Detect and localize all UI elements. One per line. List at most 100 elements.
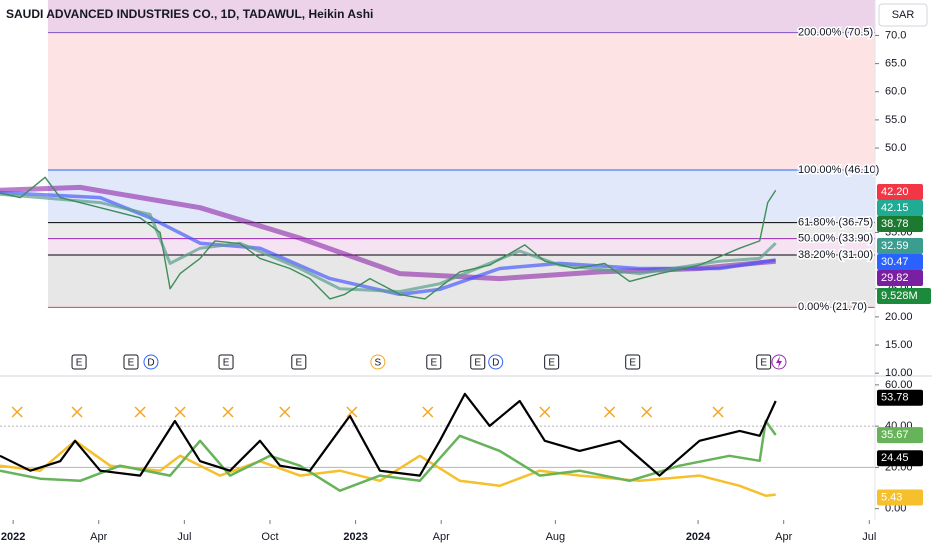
event-label: E (295, 358, 302, 369)
event-label: E (548, 358, 555, 369)
fib-label: 38.20% (31.00) (798, 249, 873, 261)
event-label: D (147, 358, 154, 369)
x-tick-label: 2024 (686, 531, 711, 543)
event-marker (426, 354, 442, 370)
event-marker (488, 354, 504, 370)
event-marker (756, 354, 772, 370)
cross-marker (422, 406, 434, 418)
series-line (0, 419, 777, 492)
fib-label: 50.00% (33.90) (798, 233, 873, 245)
event-marker (291, 354, 307, 370)
currency: SAR (892, 9, 915, 21)
price-badge-label: 32.59 (881, 240, 909, 252)
event-marker (123, 354, 139, 370)
event-label: E (760, 358, 767, 369)
cross-marker (222, 406, 234, 418)
y-tick-label: 70.0 (885, 29, 906, 41)
event-marker (143, 354, 159, 370)
fib-label: 61.80% (36.75) (798, 217, 873, 229)
event-marker (544, 354, 560, 370)
price-badge (877, 199, 923, 216)
price-badge-label: 38.78 (881, 218, 909, 230)
event-label: E (474, 358, 481, 369)
event-marker (71, 354, 87, 370)
fib-label: 100.00% (46.10) (798, 164, 879, 176)
y-tick-label: 65.0 (885, 58, 906, 70)
price-badge (877, 238, 923, 255)
x-tick-label: 2022 (1, 531, 25, 543)
y-tick-label: 15.00 (885, 339, 913, 351)
y-tick-label: 10.00 (885, 367, 913, 379)
volume-badge-label: 9.528M (881, 290, 918, 302)
price-badge (877, 389, 923, 406)
cross-marker (174, 406, 186, 418)
price-badge (877, 489, 923, 506)
volume-badge (877, 288, 931, 304)
event-label: E (629, 358, 636, 369)
price-badge-label: 42.20 (881, 186, 909, 198)
cross-marker (346, 406, 358, 418)
y-tick-label: 0.00 (885, 503, 906, 515)
event-label: E (430, 358, 437, 369)
event-label: E (76, 358, 83, 369)
price-badge-label: 5.43 (881, 491, 902, 503)
series-line (0, 176, 777, 300)
price-pane: 200.00% (70.5) 100.00% (46.10) 61.80% (36.… (0, 25, 881, 370)
cross-marker (604, 406, 616, 418)
fib-band (47, 169, 876, 223)
price-badge (877, 215, 923, 232)
price-badge (877, 254, 923, 271)
price-badge-label: 53.78 (881, 392, 909, 404)
y-tick-label: 50.0 (885, 142, 906, 154)
x-tick-label: Jul (177, 531, 191, 543)
x-tick-label: Apr (775, 531, 792, 543)
x-tick-label: Apr (433, 531, 450, 543)
y-tick-label: 20.00 (885, 311, 913, 323)
series-line (0, 392, 777, 477)
fib-label: 200.00% (70.5) (798, 27, 873, 39)
cross-marker (539, 406, 551, 418)
price-badge (877, 183, 923, 200)
alert-icon (771, 354, 787, 370)
price-badge (877, 270, 923, 287)
currency-box[interactable] (878, 3, 928, 27)
cross-marker (11, 406, 23, 418)
axes: 70.065.060.055.050.035.0025.0020.0015.00… (1, 29, 931, 543)
x-tick-label: Oct (261, 531, 278, 543)
indicator-pane (0, 392, 875, 497)
x-tick-label: Aug (546, 531, 566, 543)
event-label: E (223, 358, 230, 369)
fib-band (47, 32, 876, 170)
cross-marker (641, 406, 653, 418)
event-marker (370, 354, 386, 370)
chart-title: SAUDI ADVANCED INDUSTRIES CO., 1D, TADAW… (6, 7, 373, 21)
event-label: S (375, 358, 382, 369)
event-marker (218, 354, 234, 370)
cross-marker (279, 406, 291, 418)
event-label: E (128, 358, 135, 369)
fib-band (47, 238, 876, 255)
cross-marker (71, 406, 83, 418)
y-tick-label: 60.00 (885, 379, 913, 391)
price-badge (877, 427, 923, 444)
event-label: D (492, 358, 499, 369)
x-tick-label: 2023 (343, 531, 367, 543)
price-badge-label: 30.47 (881, 256, 909, 268)
series-line (0, 192, 777, 294)
cross-marker (134, 406, 146, 418)
fib-band (47, 0, 876, 33)
price-badge-label: 29.82 (881, 272, 909, 284)
price-badge-label: 35.67 (881, 429, 909, 441)
event-marker (625, 354, 641, 370)
fib-label: 0.00% (21.70) (798, 301, 867, 313)
event-marker (470, 354, 486, 370)
price-badge-label: 42.15 (881, 202, 909, 214)
price-badge-label: 24.45 (881, 452, 909, 464)
price-badge (877, 450, 923, 467)
x-tick-label: Apr (90, 531, 107, 543)
y-tick-label: 60.0 (885, 86, 906, 98)
y-tick-label: 55.0 (885, 114, 906, 126)
cross-marker (712, 406, 724, 418)
x-tick-label: Jul (862, 531, 876, 543)
